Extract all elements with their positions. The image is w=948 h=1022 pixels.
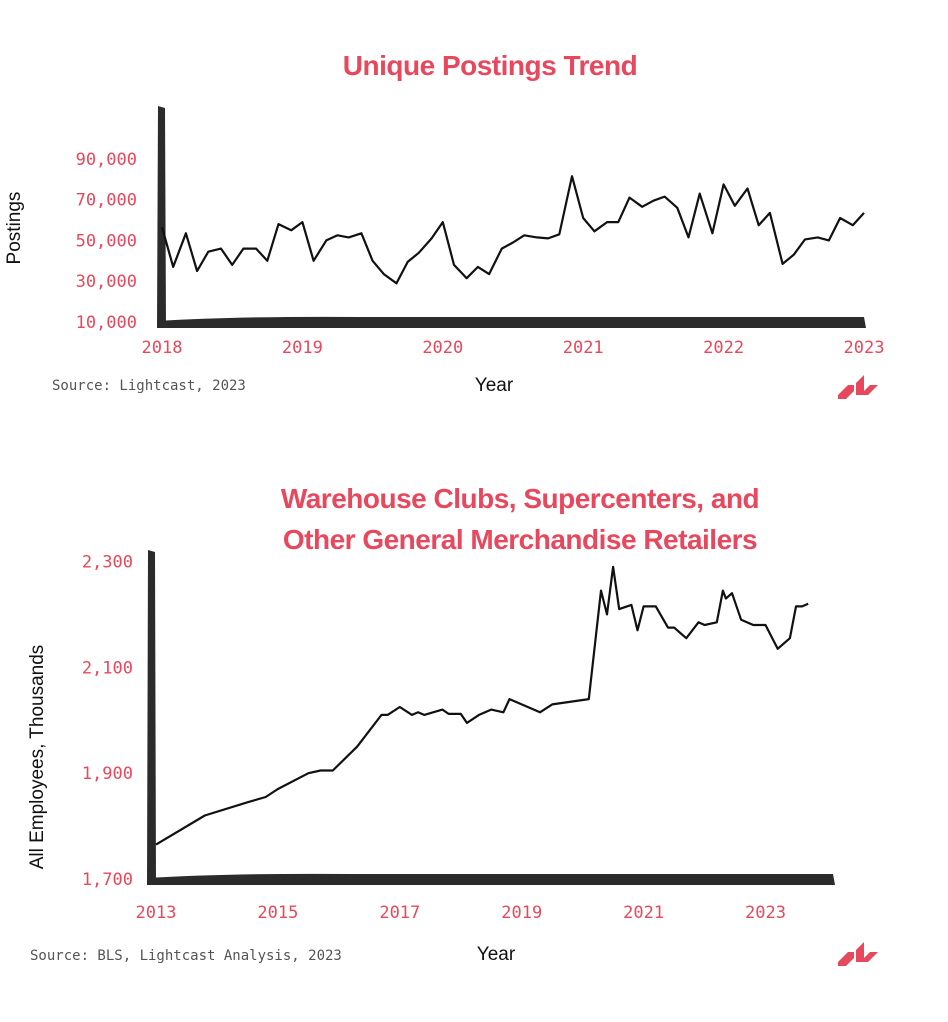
x-tick-label: 2019 [501,903,542,923]
y-tick-label: 70,000 [76,191,137,211]
y-tick-label: 50,000 [76,231,137,251]
x-axis-line [147,873,835,885]
x-tick-label: 2017 [379,903,420,923]
x-tick-label: 2018 [142,338,183,358]
x-tick-label: 2023 [844,338,885,358]
x-tick-label: 2023 [745,903,786,923]
chart-2-title-line-1: Warehouse Clubs, Supercenters, and [280,483,760,514]
x-tick-label: 2022 [703,338,744,358]
y-tick-label: 1,900 [82,764,133,784]
chart-1-title: Unique Postings Trend [342,50,638,81]
postings-line-chart: 10,000 30,000 50,000 70,000 90,000 2018 2019 2… [4,106,885,396]
y-axis-line [147,550,156,885]
y-tick-label: 90,000 [76,150,137,170]
x-axis-line [157,316,866,328]
x-tick-label: 2021 [563,338,604,358]
chart-1-y-axis-title: Postings [4,192,25,265]
x-tick-label: 2013 [136,903,177,923]
chart-2-title-line-2: Other General Merchandise Retailers [282,524,758,555]
x-tick-label: 2015 [257,903,298,923]
x-tick-label: 2021 [623,903,664,923]
y-tick-label: 10,000 [76,313,137,333]
lightcast-logo-icon [838,942,878,966]
x-tick-label: 2019 [282,338,323,358]
y-tick-label: 1,700 [82,870,133,890]
chart-1-source-note: Source: Lightcast, 2023 [52,378,246,394]
y-axis-line [157,106,166,328]
chart-2-x-axis-title: Year [477,944,516,965]
chart-2-y-axis-title: All Employees, Thousands [27,645,48,870]
chart-1-x-axis-title: Year [475,375,514,396]
postings-series-line [160,175,865,285]
chart-2-source-note: Source: BLS, Lightcast Analysis, 2023 [30,948,342,964]
y-tick-label: 2,300 [82,552,133,572]
lightcast-logo-icon [838,375,878,399]
chart-2-title: Warehouse Clubs, Supercenters, and Other… [250,478,790,560]
y-tick-label: 2,100 [82,658,133,678]
x-tick-label: 2020 [422,338,463,358]
employees-series-line [155,565,809,846]
y-tick-label: 30,000 [76,272,137,292]
